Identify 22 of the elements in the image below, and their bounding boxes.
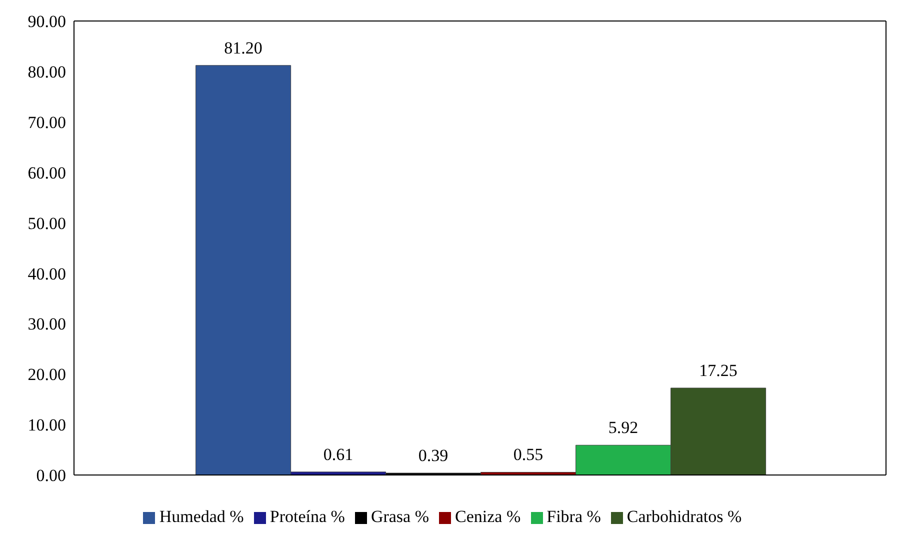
legend-label: Proteína % xyxy=(270,507,345,526)
legend-label: Grasa % xyxy=(370,507,429,526)
legend-label: Humedad % xyxy=(159,507,244,526)
y-tick-label: 0.00 xyxy=(36,466,66,486)
y-tick-label: 20.00 xyxy=(28,365,66,384)
y-tick-label: 50.00 xyxy=(28,214,66,233)
legend-label: Fibra % xyxy=(546,507,601,526)
data-label: 5.92 xyxy=(608,418,638,438)
y-tick-label: 90.00 xyxy=(28,12,66,32)
y-tick-label: 30.00 xyxy=(28,314,66,334)
legend-label: Ceniza % xyxy=(455,507,521,526)
data-label: 17.25 xyxy=(699,360,738,380)
data-label: 0.39 xyxy=(418,446,448,466)
data-label: 0.55 xyxy=(513,445,544,464)
y-tick-label: 40.00 xyxy=(28,264,66,284)
y-tick-label: 70.00 xyxy=(28,112,66,132)
y-tick-label: 60.00 xyxy=(28,163,66,182)
data-label: 0.61 xyxy=(323,444,354,464)
y-tick-label: 80.00 xyxy=(28,62,66,82)
legend-label: Carbohidratos % xyxy=(626,507,742,526)
data-label: 81.20 xyxy=(224,38,262,58)
y-tick-label: 10.00 xyxy=(28,416,66,435)
